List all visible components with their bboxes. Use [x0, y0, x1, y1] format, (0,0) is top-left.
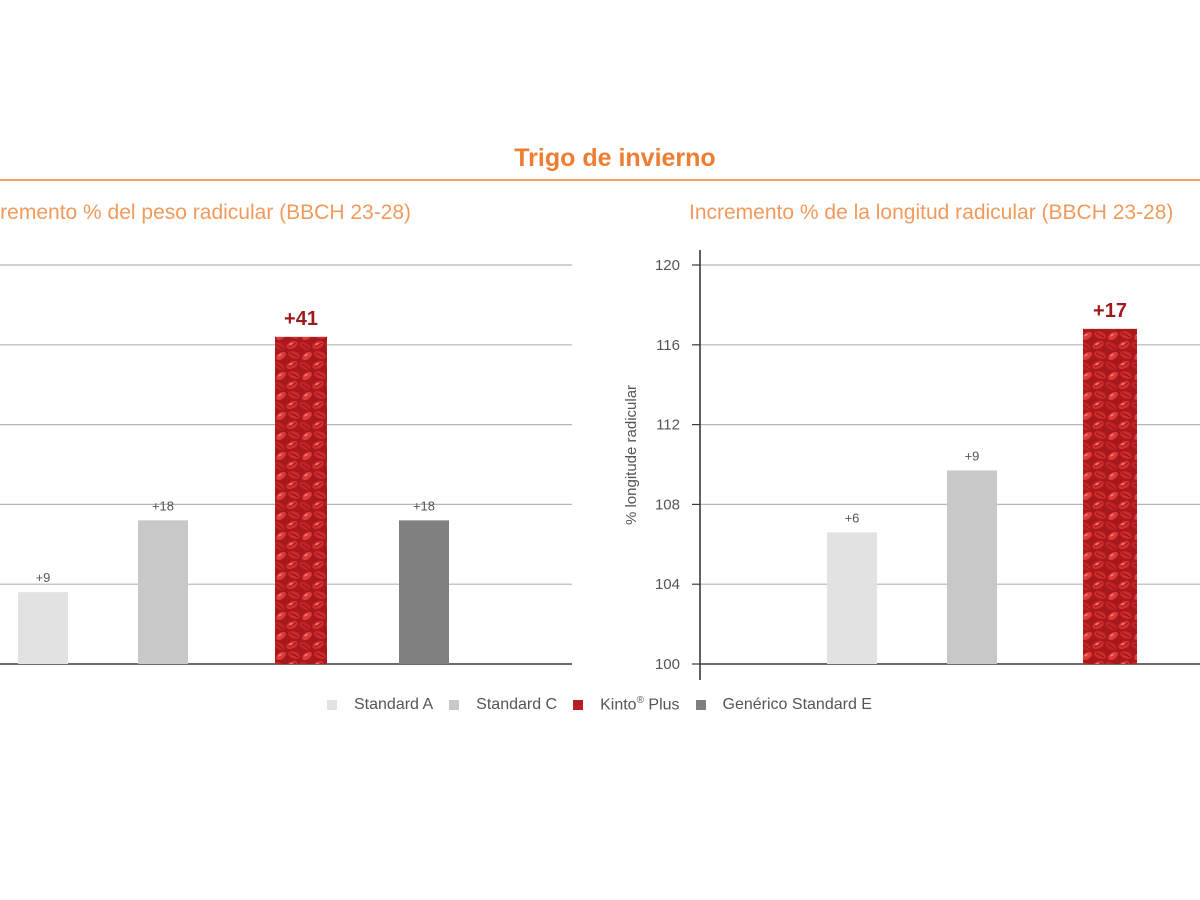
legend-label: Kinto® Plus: [600, 695, 680, 714]
data-label: +17: [1093, 300, 1127, 322]
legend-swatch: [449, 699, 460, 710]
legend-swatch: [573, 699, 584, 710]
data-label: +6: [845, 510, 860, 525]
legend-swatch: [695, 699, 706, 710]
y-tick-label: 100: [655, 656, 680, 673]
legend-label: Standard C: [476, 695, 558, 713]
legend-item-generico-standard-e: Genérico Standard E: [695, 695, 872, 714]
bar-standard-a: [18, 592, 68, 664]
legend-label: Standard A: [354, 695, 434, 713]
legend: Standard A Standard C Kinto® Plus Genéri…: [327, 695, 888, 714]
data-label: +41: [284, 308, 318, 330]
legend-item-kinto-plus: Kinto® Plus: [573, 695, 680, 714]
chart2: 100 104 108 112 116 120 % longitude radicular +…: [623, 250, 1200, 680]
bar-standard-c: [138, 520, 188, 664]
bar-standard-c: [947, 470, 997, 664]
page-title: Trigo de invierno: [514, 144, 716, 172]
y-tick-label: 108: [655, 496, 680, 513]
chart1-title: ncremento % del peso radicular (BBCH 23-…: [0, 201, 412, 224]
bar-kinto-plus: [1083, 328, 1137, 664]
y-tick-label: 104: [655, 576, 680, 593]
data-label: +9: [965, 448, 980, 463]
legend-swatch: [327, 699, 337, 710]
bar-kinto-plus: [275, 336, 327, 664]
bar-standard-a: [827, 532, 877, 664]
y-tick-label: 112: [656, 417, 680, 434]
data-label: +18: [413, 498, 435, 513]
chart2-title: Incremento % de la longitud radicular (B…: [689, 201, 1174, 224]
chart1: +9 +18 +41 +18: [0, 264, 572, 665]
legend-item-standard-c: Standard C: [449, 696, 557, 714]
y-axis-label: % longitude radicular: [623, 385, 640, 525]
y-tick-label: 120: [655, 257, 680, 274]
title-divider: [0, 179, 1200, 181]
data-label: +18: [152, 498, 174, 513]
data-label: +9: [36, 570, 51, 585]
legend-item-standard-a: Standard A: [327, 696, 433, 714]
legend-label: Genérico Standard E: [722, 695, 872, 713]
bar-gen-rico-standard-e: [399, 520, 449, 664]
y-tick-label: 116: [656, 337, 680, 354]
